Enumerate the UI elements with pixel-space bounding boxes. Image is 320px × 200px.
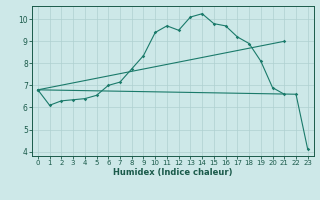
X-axis label: Humidex (Indice chaleur): Humidex (Indice chaleur): [113, 168, 233, 177]
